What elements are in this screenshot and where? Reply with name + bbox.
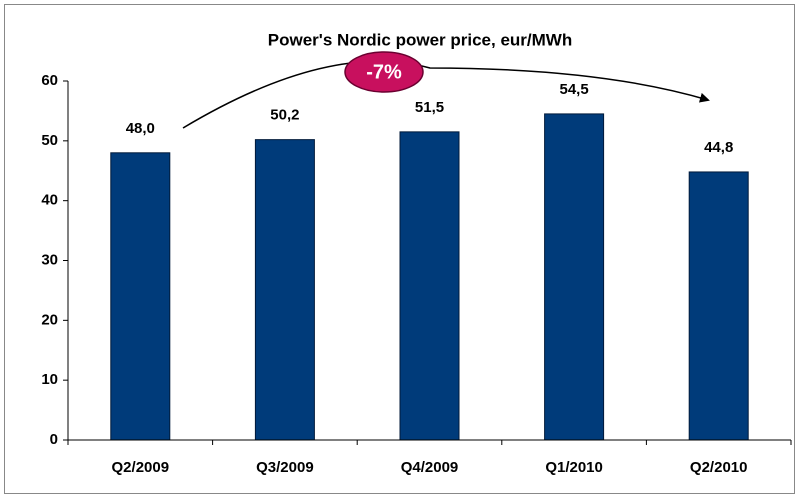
chart-title: Power's Nordic power price, eur/MWh (268, 30, 572, 49)
data-label: 51,5 (415, 99, 444, 116)
y-tick-label: 10 (41, 371, 58, 388)
bar (688, 171, 749, 441)
change-label: -7% (366, 61, 402, 83)
x-tick-label: Q4/2009 (401, 459, 459, 476)
change-badge (344, 51, 424, 93)
data-label: 50,2 (270, 107, 299, 124)
data-label: 54,5 (559, 81, 588, 98)
bar (544, 113, 605, 441)
x-tick-label: Q1/2010 (545, 459, 603, 476)
bar (399, 131, 460, 441)
y-tick-label: 60 (41, 72, 58, 89)
data-label: 44,8 (704, 139, 733, 156)
x-tick-label: Q2/2009 (112, 459, 170, 476)
y-tick-label: 20 (41, 311, 58, 328)
change-arrow (182, 60, 710, 129)
y-tick-label: 0 (50, 431, 58, 448)
y-tick-label: 30 (41, 251, 58, 268)
bar (110, 152, 171, 441)
y-tick-label: 50 (41, 132, 58, 149)
x-tick-label: Q3/2009 (256, 459, 314, 476)
data-label: 48,0 (126, 120, 155, 137)
x-tick-label: Q2/2010 (690, 459, 748, 476)
y-tick-label: 40 (41, 192, 58, 209)
bar (254, 139, 315, 441)
